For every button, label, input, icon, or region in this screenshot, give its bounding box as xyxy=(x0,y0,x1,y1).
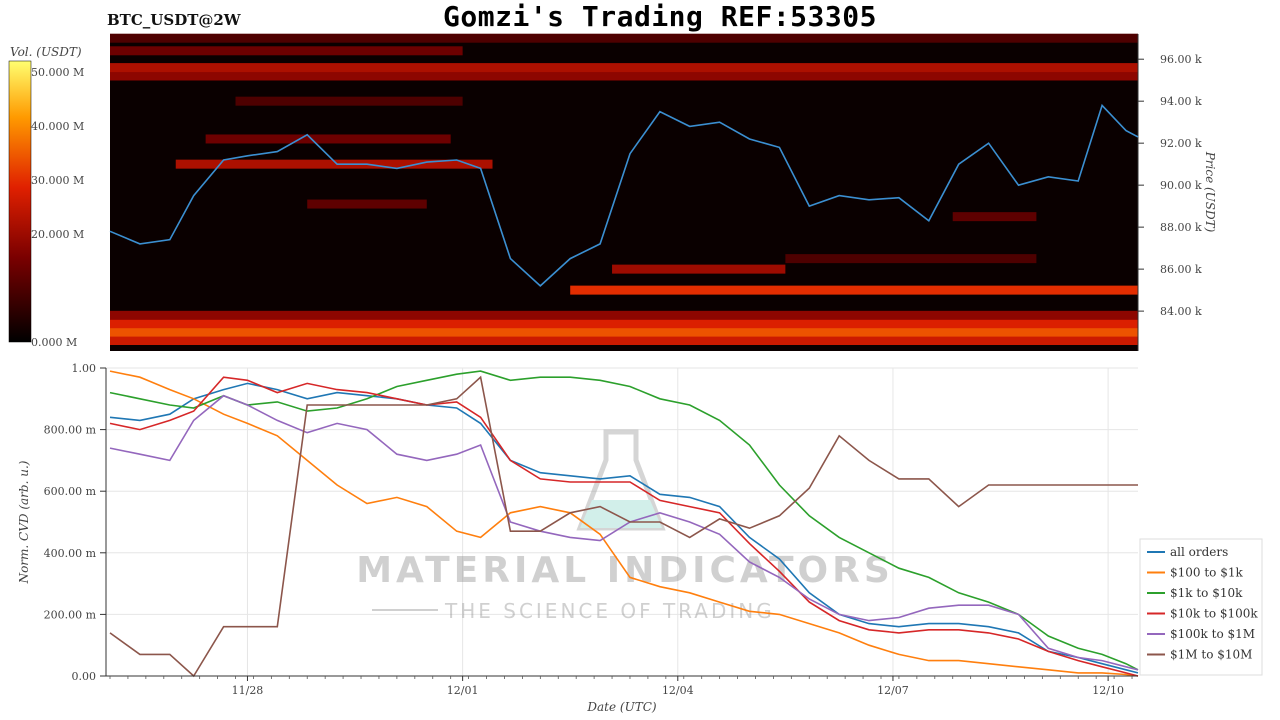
legend-box xyxy=(1139,538,1263,676)
heatmap-band xyxy=(110,63,1138,73)
legend-entry: $100k to $1M xyxy=(1170,627,1255,641)
heatmap-band xyxy=(235,96,463,106)
cvd-x-tick-label: 11/28 xyxy=(232,684,264,697)
cvd-x-tick-label: 12/10 xyxy=(1092,684,1124,697)
colorbar-tick-label: 40.000 M xyxy=(31,120,84,133)
heatmap-band xyxy=(110,310,1138,320)
heatmap-chart: Vol. (USDT) 0.000 M 20.000 M 30.000 M 40.00… xyxy=(8,33,1217,351)
heatmap-band xyxy=(175,159,493,169)
heatmap-background xyxy=(110,34,1138,351)
legend-entry: $1M to $10M xyxy=(1170,648,1252,662)
price-line xyxy=(109,103,1139,287)
heatmap-band xyxy=(307,199,427,209)
heatmap-band xyxy=(205,134,451,144)
cvd-x-tick-label: 12/07 xyxy=(877,684,909,697)
flask-logo-icon xyxy=(576,429,666,531)
series-line-r100-1k xyxy=(109,370,1139,677)
heatmap-band xyxy=(952,212,1037,222)
price-tick-label: 96.00 k xyxy=(1160,53,1202,66)
heatmap-band xyxy=(110,71,1138,81)
heatmap-band xyxy=(110,33,1138,43)
price-tick-label: 94.00 k xyxy=(1160,95,1202,108)
legend: all orders $100 to $1k $1k to $10k $10k to … xyxy=(1139,538,1263,676)
price-tick-label: 92.00 k xyxy=(1160,137,1202,150)
cvd-chart: MATERIAL INDICATORS THE SCIENCE OF TRADI… xyxy=(17,362,1263,714)
heatmap-band xyxy=(785,254,1037,264)
legend-entry: $100 to $1k xyxy=(1170,566,1243,580)
watermark-tagline: THE SCIENCE OF TRADING xyxy=(444,599,775,623)
page-title: Gomzi's Trading REF:53305 xyxy=(443,0,877,33)
heatmap-band xyxy=(110,319,1138,329)
heatmap-band xyxy=(110,327,1138,337)
heatmap-band xyxy=(570,285,1138,295)
cvd-x-tick-label: 12/04 xyxy=(662,684,694,697)
price-tick-label: 86.00 k xyxy=(1160,263,1202,276)
series-line-r1k-10k xyxy=(109,370,1139,671)
cvd-y-tick-label: 0.00 xyxy=(72,670,97,683)
legend-entry: all orders xyxy=(1170,545,1228,559)
cvd-y-tick-label: 1.00 xyxy=(72,362,97,375)
colorbar-tick-label: 30.000 M xyxy=(31,174,84,187)
cvd-y-tick-label: 400.00 m xyxy=(44,547,97,560)
price-tick-label: 84.00 k xyxy=(1160,305,1202,318)
colorbar-tick-label: 20.000 M xyxy=(31,228,84,241)
series-line-all-orders xyxy=(109,382,1139,674)
heatmap-band xyxy=(110,336,1138,346)
heatmap-band xyxy=(612,264,786,274)
cvd-y-tick-label: 200.00 m xyxy=(44,608,97,621)
heatmap-band xyxy=(110,46,463,56)
cvd-x-tick-label: 12/01 xyxy=(447,684,479,697)
colorbar-tick-label: 0.000 M xyxy=(31,336,77,349)
price-tick-label: 88.00 k xyxy=(1160,221,1202,234)
cvd-y-tick-label: 800.00 m xyxy=(44,424,97,437)
colorbar-tick-label: 50.000 M xyxy=(31,66,84,79)
price-axis-label: Price (USDT) xyxy=(1203,151,1217,233)
flask-liquid-icon xyxy=(580,500,662,528)
colorbar xyxy=(8,60,32,343)
colorbar-label: Vol. (USDT) xyxy=(10,45,82,59)
legend-entry: $10k to $100k xyxy=(1170,607,1258,621)
price-tick-label: 90.00 k xyxy=(1160,179,1202,192)
series-line-r10k-100k xyxy=(109,376,1139,677)
cvd-y-axis-label: Norm. CVD (arb. u.) xyxy=(17,460,31,584)
cvd-y-tick-label: 600.00 m xyxy=(44,485,97,498)
series-line-r1m-10m xyxy=(109,375,1138,678)
cvd-x-axis-label: Date (UTC) xyxy=(586,700,656,714)
legend-entry: $1k to $10k xyxy=(1170,586,1243,600)
pair-label: BTC_USDT@2W xyxy=(107,11,241,29)
